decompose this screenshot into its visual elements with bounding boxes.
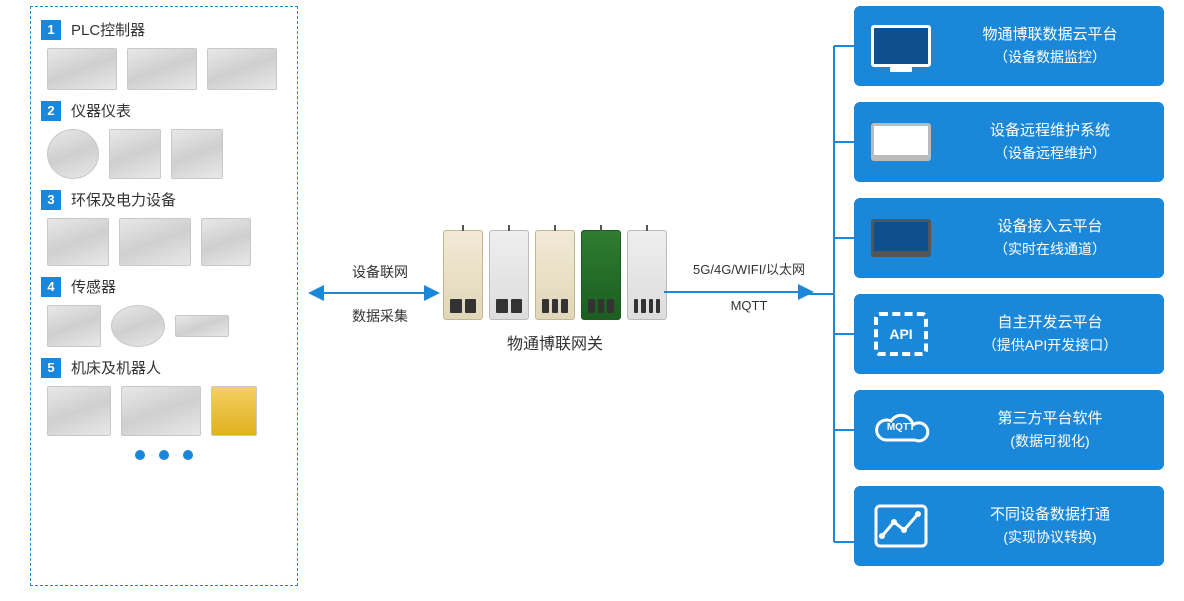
- card-api: API 自主开发云平台 （提供API开发接口）: [854, 294, 1164, 374]
- device-image: [109, 129, 161, 179]
- category-4: 4 传感器: [41, 276, 287, 347]
- device-image: [211, 386, 257, 436]
- api-icon: API: [866, 305, 936, 363]
- monitor-icon: [866, 17, 936, 75]
- category-title: PLC控制器: [71, 19, 145, 40]
- category-2: 2 仪器仪表: [41, 100, 287, 179]
- pager-dot[interactable]: [135, 450, 145, 460]
- device-image: [47, 129, 99, 179]
- card-subtitle: （提供API开发接口）: [948, 335, 1152, 356]
- gateway-device: [581, 230, 621, 320]
- label: 数据采集: [330, 306, 430, 326]
- category-number: 2: [41, 101, 61, 121]
- device-image: [207, 48, 277, 90]
- card-subtitle: （设备数据监控）: [948, 47, 1152, 68]
- category-3: 3 环保及电力设备: [41, 189, 287, 266]
- category-title: 环保及电力设备: [71, 189, 176, 210]
- card-subtitle: （设备远程维护）: [948, 143, 1152, 164]
- pager-dots: [41, 450, 287, 460]
- category-number: 4: [41, 277, 61, 297]
- category-title: 机床及机器人: [71, 357, 161, 378]
- left-device-panel: 1 PLC控制器 2 仪器仪表 3 环保及电力设备: [30, 6, 298, 586]
- card-subtitle: (实现协议转换): [948, 527, 1152, 548]
- pager-dot[interactable]: [159, 450, 169, 460]
- card-title: 设备远程维护系统: [948, 120, 1152, 143]
- device-image: [201, 218, 251, 266]
- gateway-device: [535, 230, 575, 320]
- card-title: 设备接入云平台: [948, 216, 1152, 239]
- card-title: 不同设备数据打通: [948, 504, 1152, 527]
- device-image: [121, 386, 201, 436]
- gateway-device: [443, 230, 483, 320]
- category-number: 1: [41, 20, 61, 40]
- right-cards-column: 物通博联数据云平台 （设备数据监控） 设备远程维护系统 （设备远程维护） 设备接…: [854, 6, 1164, 566]
- chart-icon: [866, 497, 936, 555]
- card-remote-maintenance: 设备远程维护系统 （设备远程维护）: [854, 102, 1164, 182]
- card-subtitle: （实时在线通道）: [948, 239, 1152, 260]
- card-cloud-platform: 物通博联数据云平台 （设备数据监控）: [854, 6, 1164, 86]
- label: MQTT: [680, 298, 818, 313]
- category-title: 传感器: [71, 276, 116, 297]
- device-image: [175, 315, 229, 337]
- category-5: 5 机床及机器人: [41, 357, 287, 436]
- pager-dot[interactable]: [183, 450, 193, 460]
- gateway-device: [489, 230, 529, 320]
- card-title: 物通博联数据云平台: [948, 24, 1152, 47]
- card-mqtt: MQTT 第三方平台软件 (数据可视化): [854, 390, 1164, 470]
- card-device-access: 设备接入云平台 （实时在线通道）: [854, 198, 1164, 278]
- card-protocol: 不同设备数据打通 (实现协议转换): [854, 486, 1164, 566]
- left-arrow-labels: 设备联网 数据采集: [330, 258, 430, 330]
- category-number: 5: [41, 358, 61, 378]
- device-image: [171, 129, 223, 179]
- right-arrow-labels: 5G/4G/WIFI/以太网 MQTT: [680, 256, 818, 316]
- device-image: [47, 218, 109, 266]
- card-subtitle: (数据可视化): [948, 431, 1152, 452]
- category-title: 仪器仪表: [71, 100, 131, 121]
- device-image: [119, 218, 191, 266]
- device-image: [47, 305, 101, 347]
- device-image: [111, 305, 165, 347]
- card-title: 自主开发云平台: [948, 312, 1152, 335]
- mqtt-cloud-icon: MQTT: [866, 401, 936, 459]
- gateway-device: [627, 230, 667, 320]
- card-title: 第三方平台软件: [948, 408, 1152, 431]
- label: 设备联网: [330, 262, 430, 282]
- gateway-label: 物通博联网关: [440, 330, 670, 354]
- device-image: [47, 386, 111, 436]
- category-1: 1 PLC控制器: [41, 19, 287, 90]
- device-image: [47, 48, 117, 90]
- label: 5G/4G/WIFI/以太网: [680, 259, 818, 278]
- laptop-icon: [866, 113, 936, 171]
- gateway-block: 物通博联网关: [440, 230, 670, 354]
- laptop-icon: [866, 209, 936, 267]
- device-image: [127, 48, 197, 90]
- category-number: 3: [41, 190, 61, 210]
